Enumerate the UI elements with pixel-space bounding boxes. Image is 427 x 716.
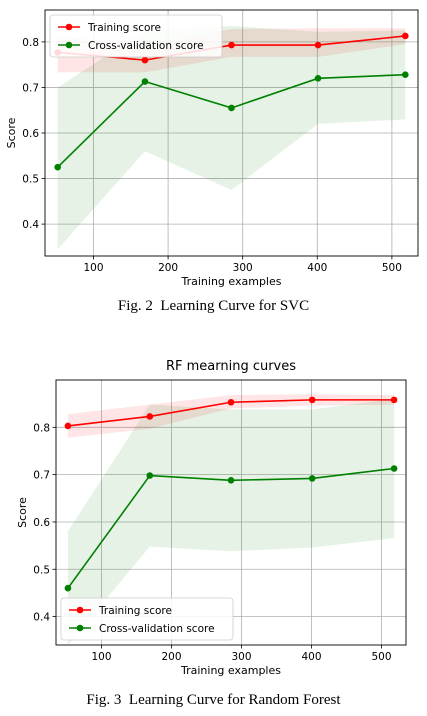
- data-point: [308, 475, 316, 482]
- x-tick-label: 400: [307, 262, 327, 274]
- data-point: [64, 422, 72, 430]
- x-tick-label: 200: [158, 262, 178, 274]
- confidence-band: [67, 398, 395, 645]
- data-point: [54, 163, 61, 171]
- chart-1: 100 200 300 400 500 0.4 0.5 0.6 0.7 0.8 Training e…: [5, 9, 419, 288]
- chart-2: 100 200 300 400 500 0.4 0.5 0.6 0.7 0.8 Training e…: [16, 359, 407, 677]
- data-point: [228, 104, 235, 112]
- y-tick-label: 0.7: [33, 470, 50, 482]
- data-point: [64, 584, 72, 592]
- data-point: [314, 75, 322, 82]
- data-point: [390, 396, 398, 404]
- data-point: [402, 71, 409, 78]
- x-tick-label: 500: [371, 651, 391, 663]
- confidence-band: [67, 394, 395, 438]
- legend: Training score Cross-validation score: [60, 597, 234, 641]
- x-tick-label: 300: [231, 651, 251, 663]
- data-point: [227, 398, 235, 406]
- y-tick-label: 0.8: [22, 37, 39, 49]
- y-axis-label: Score: [5, 117, 18, 148]
- y-tick-label: 0.6: [22, 128, 39, 140]
- data-point: [141, 56, 149, 64]
- x-tick-label: 400: [301, 651, 321, 663]
- y-tick-label: 0.6: [33, 517, 50, 529]
- figure-3-caption: Fig. 3 Learning Curve for Random Forest: [86, 692, 341, 708]
- x-tick-label: 300: [233, 262, 253, 274]
- y-tick-label: 0.8: [33, 422, 50, 434]
- legend-label: Cross-validation score: [99, 623, 215, 635]
- legend-swatch-marker: [76, 606, 84, 614]
- legend-swatch-marker: [65, 41, 73, 49]
- data-point: [146, 472, 154, 479]
- axes-frame: [55, 379, 407, 646]
- y-tick-label: 0.7: [22, 82, 39, 94]
- legend-label: Cross-validation score: [88, 40, 204, 52]
- legend-box: [49, 14, 223, 58]
- figure-2-caption: Fig. 2 Learning Curve for SVC: [117, 298, 310, 314]
- data-point: [402, 32, 409, 40]
- data-point: [146, 413, 154, 420]
- x-tick-label: 500: [382, 262, 402, 274]
- legend-label: Training score: [87, 22, 161, 34]
- confidence-band: [57, 25, 406, 250]
- chart-title: RF mearning curves: [166, 359, 296, 374]
- data-point: [314, 41, 322, 49]
- data-point: [227, 477, 235, 484]
- y-tick-label: 0.4: [33, 612, 50, 624]
- legend-label: Training score: [98, 605, 172, 617]
- y-tick-label: 0.4: [22, 219, 39, 231]
- x-tick-label: 100: [91, 651, 111, 663]
- y-tick-label: 0.5: [22, 174, 39, 186]
- y-axis-label: Score: [16, 497, 29, 528]
- legend-swatch-marker: [65, 23, 73, 31]
- x-tick-label: 100: [83, 262, 103, 274]
- y-tick-label: 0.5: [33, 564, 50, 576]
- data-point: [390, 465, 398, 472]
- legend-box: [60, 597, 234, 641]
- legend-swatch-marker: [76, 624, 84, 632]
- x-tick-label: 200: [161, 651, 181, 663]
- data-point: [228, 41, 235, 49]
- x-axis-label: Training examples: [181, 275, 282, 288]
- x-axis-label: Training examples: [180, 664, 281, 677]
- data-point: [308, 396, 316, 404]
- data-point: [141, 78, 149, 85]
- legend: Training score Cross-validation score: [49, 14, 223, 58]
